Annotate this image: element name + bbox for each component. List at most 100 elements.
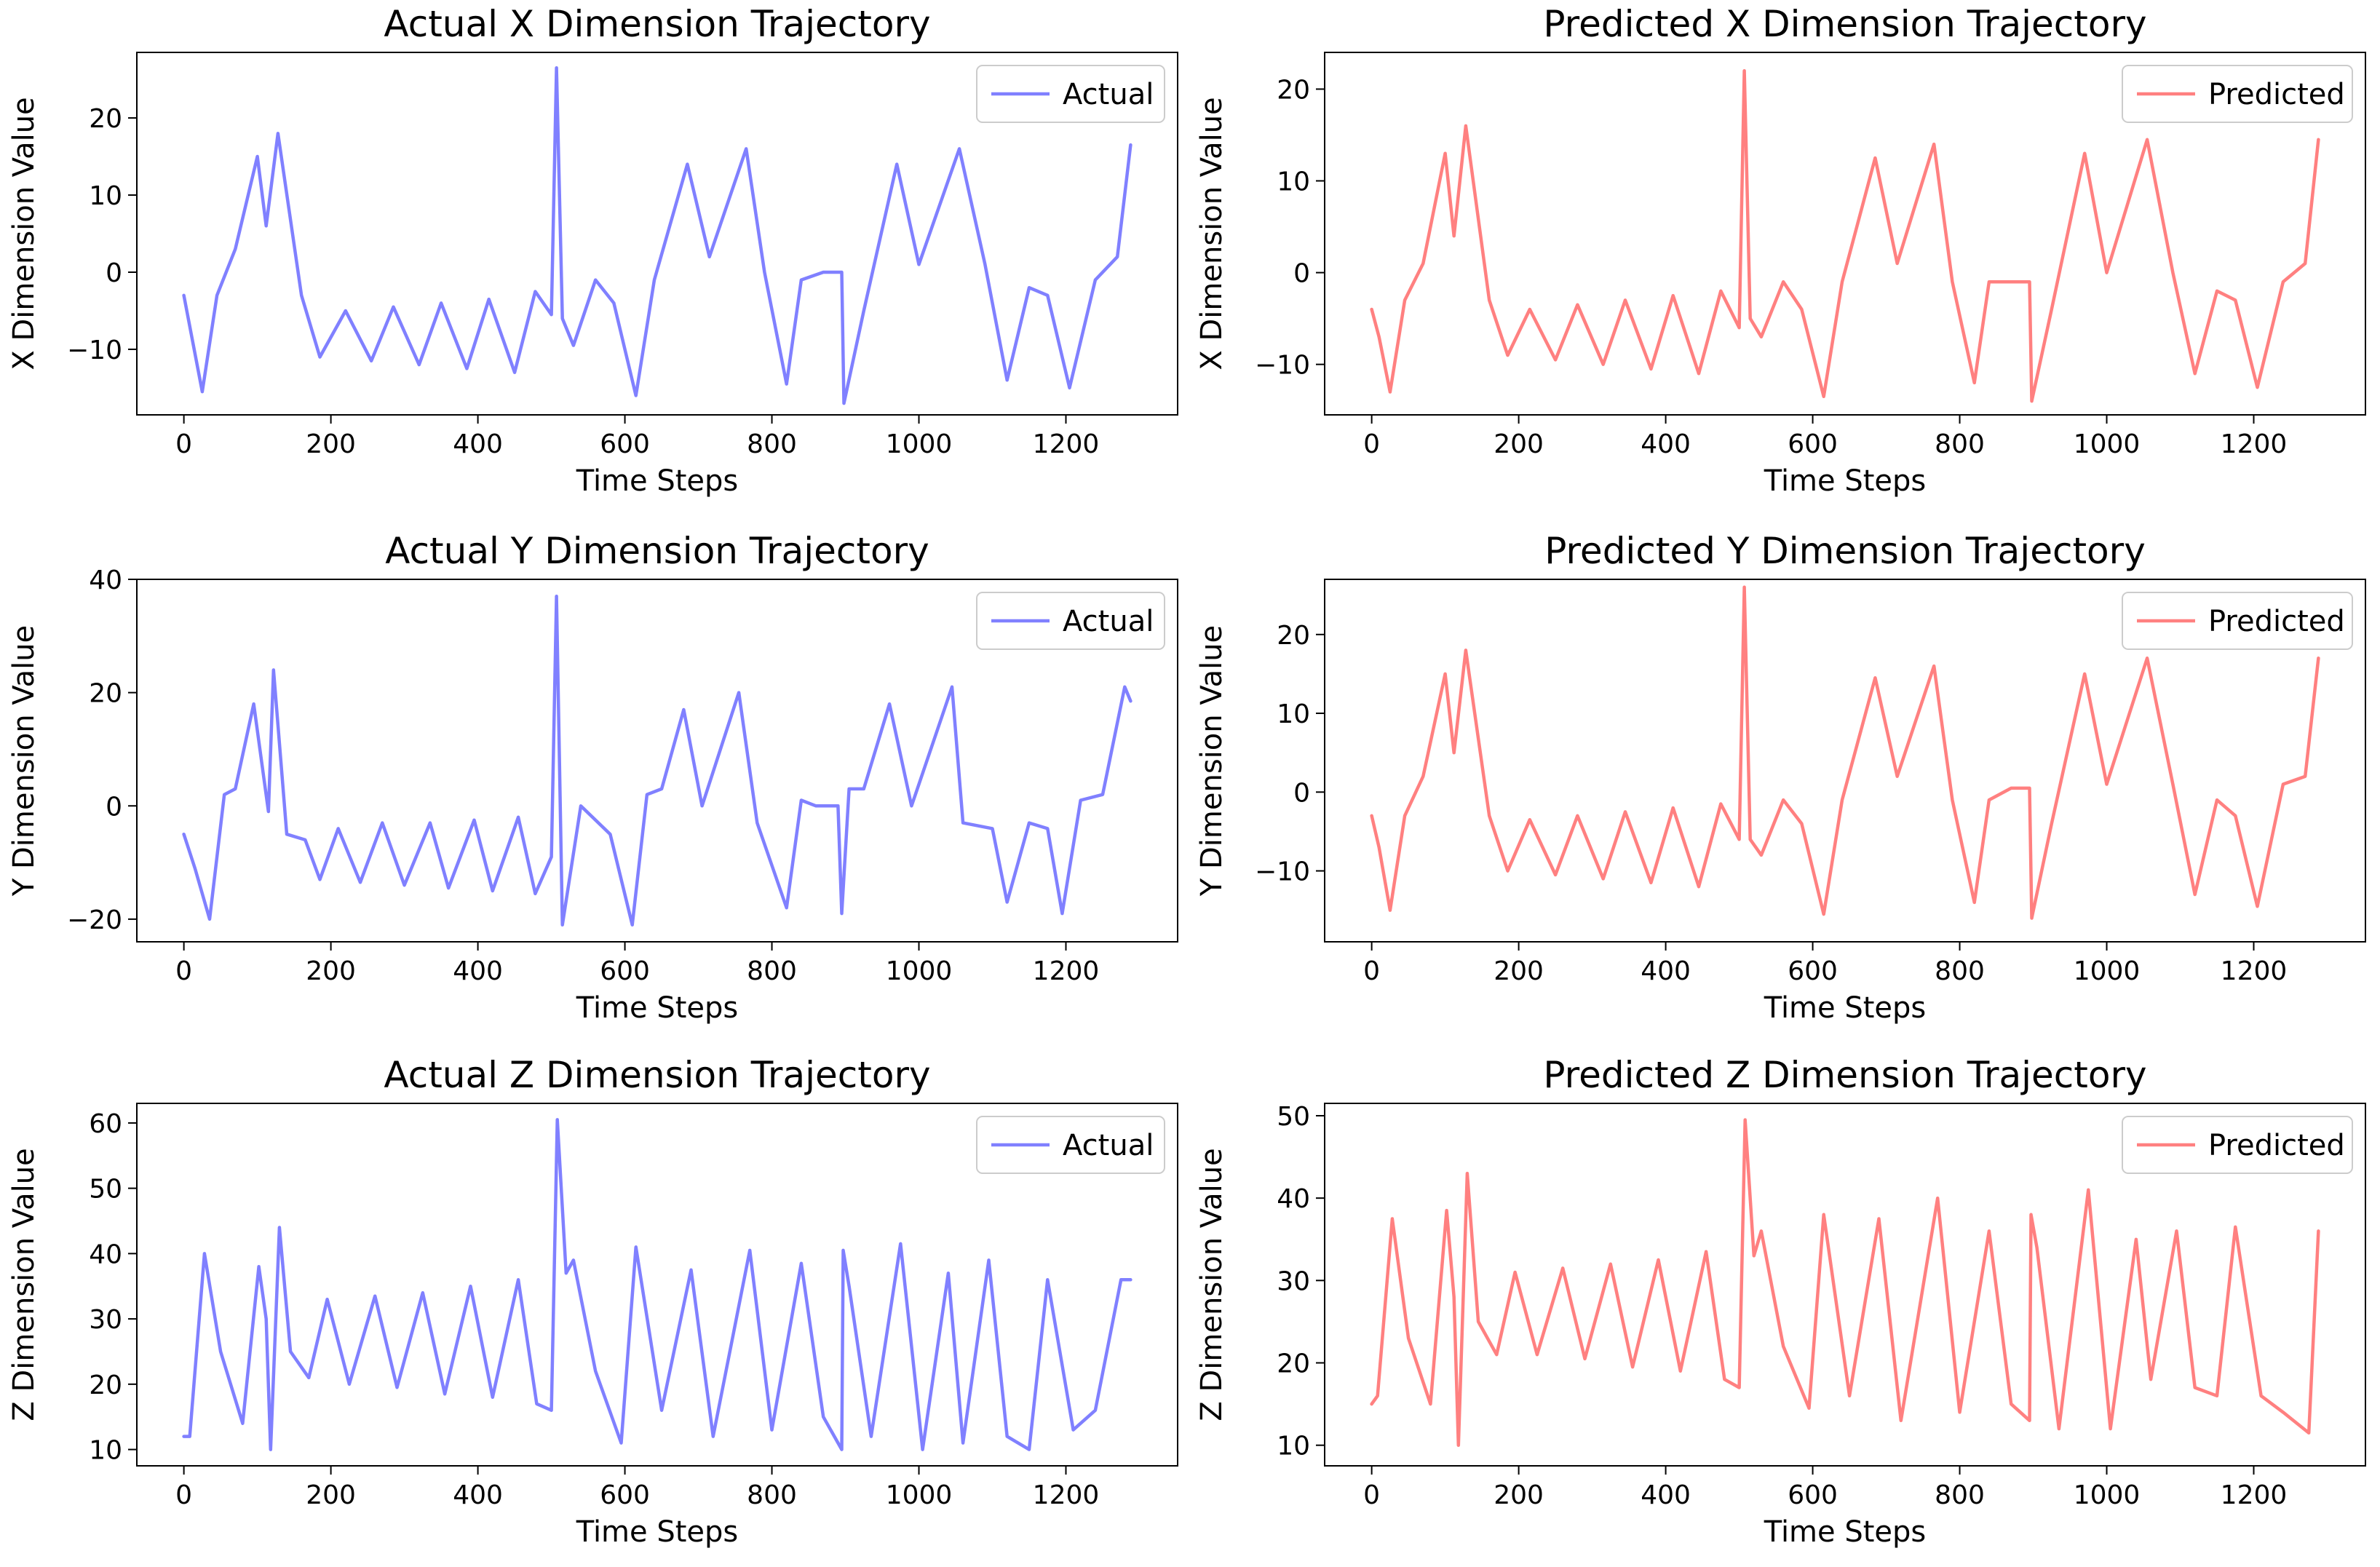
y-tick-label: 40 [89,1239,122,1269]
chart-predicted-y: Predicted Y Dimension Trajectory 0 200 400 6… [1195,530,2366,1025]
y-tick-label: −20 [67,905,122,935]
x-tick-label: 200 [306,1480,356,1510]
axes-frame [136,579,1178,943]
legend-box [976,65,1165,123]
legend-box [976,592,1165,650]
x-tick-label: 800 [747,956,797,986]
legend: Predicted [2122,592,2353,650]
x-tick-label: 400 [1641,429,1691,459]
chart-title: Actual X Dimension Trajectory [384,3,930,45]
x-axis-label: Time Steps [1764,1515,1927,1549]
x-tick-label: 200 [306,956,356,986]
x-axis-label: Time Steps [576,464,739,498]
y-tick-label: 30 [89,1305,122,1335]
x-tick-label: 800 [1935,956,1985,986]
x-tick-label: 1000 [2074,956,2141,986]
x-tick-label: 1200 [2221,429,2288,459]
series-line-actual [182,595,1133,927]
chart-predicted-x: Predicted X Dimension Trajectory 0 200 400 6… [1195,3,2366,498]
y-tick-label: −10 [67,336,122,365]
chart-actual-z: Actual Z Dimension Trajectory 0 200 400 600 8… [7,1054,1178,1549]
x-tick-label: 400 [453,956,503,986]
y-axis-label: Y Dimension Value [7,625,41,897]
y-tick-label: 50 [1277,1102,1310,1132]
legend: Actual [976,65,1165,123]
y-tick-label: −10 [1255,351,1310,381]
x-tick-label: 600 [600,956,650,986]
x-axis-label: Time Steps [576,1515,739,1549]
chart-title: Predicted Y Dimension Trajectory [1544,530,2146,572]
series-line-actual [182,1118,1133,1451]
x-tick-label: 600 [1788,429,1838,459]
series-line-actual [182,66,1133,405]
series-line-predicted [1370,1118,2320,1447]
x-tick-label: 0 [175,429,192,459]
chart-title: Actual Z Dimension Trajectory [384,1054,930,1096]
y-tick-label: 10 [1277,167,1310,197]
x-tick-label: 1200 [1033,956,1100,986]
chart-actual-y: Actual Y Dimension Trajectory 0 200 400 600 8… [7,530,1178,1025]
x-tick-label: 800 [1935,429,1985,459]
axes-frame [136,1103,1178,1467]
y-axis-label: Y Dimension Value [1195,625,1229,897]
x-tick-label: 1200 [1033,1480,1100,1510]
y-tick-label: 60 [89,1109,122,1139]
legend-label: Actual [1063,1129,1154,1162]
legend-box [976,1116,1165,1174]
chart-predicted-z: Predicted Z Dimension Trajectory 0 200 400 6… [1195,1054,2366,1549]
x-tick-label: 600 [600,1480,650,1510]
x-tick-label: 1200 [2221,1480,2288,1510]
x-tick-label: 200 [1494,956,1544,986]
y-tick-label: 50 [89,1175,122,1205]
legend-label: Predicted [2208,1129,2345,1162]
y-axis-label: X Dimension Value [1195,97,1229,370]
y-tick-label: 10 [89,1436,122,1466]
chart-title: Actual Y Dimension Trajectory [385,530,929,572]
x-tick-label: 1000 [886,1480,953,1510]
y-axis-label: Z Dimension Value [7,1148,41,1421]
y-tick-label: 20 [89,1370,122,1400]
x-tick-label: 1000 [2074,429,2141,459]
legend: Actual [976,1116,1165,1174]
x-tick-label: 200 [1494,1480,1544,1510]
x-tick-label: 600 [1788,956,1838,986]
y-tick-label: 10 [89,181,122,211]
y-tick-label: 40 [1277,1184,1310,1214]
x-tick-label: 400 [453,429,503,459]
x-tick-label: 1000 [886,429,953,459]
legend-box [2122,65,2353,123]
x-tick-label: 400 [1641,1480,1691,1510]
x-tick-label: 600 [1788,1480,1838,1510]
legend: Actual [976,592,1165,650]
axes-frame [1324,52,2366,416]
axes-frame [136,52,1178,416]
x-tick-label: 400 [1641,956,1691,986]
chart-title: Predicted Z Dimension Trajectory [1543,1054,2146,1096]
y-tick-label: 10 [1277,699,1310,729]
y-tick-label: 0 [106,792,122,822]
legend-label: Predicted [2208,78,2345,111]
legend-label: Actual [1063,78,1154,111]
axes-frame [1324,1103,2366,1467]
x-tick-label: 1000 [2074,1480,2141,1510]
y-tick-label: 0 [1293,778,1310,808]
chart-title: Predicted X Dimension Trajectory [1543,3,2146,45]
legend-box [2122,1116,2353,1174]
x-tick-label: 0 [175,956,192,986]
y-axis-label: X Dimension Value [7,97,41,370]
y-tick-label: 20 [1277,621,1310,651]
legend-label: Predicted [2208,605,2345,638]
x-tick-label: 400 [453,1480,503,1510]
x-tick-label: 0 [1363,1480,1380,1510]
x-axis-label: Time Steps [576,991,739,1025]
y-tick-label: 0 [1293,259,1310,289]
x-tick-label: 200 [306,429,356,459]
series-line-predicted [1370,68,2320,403]
x-tick-label: 800 [1935,1480,1985,1510]
legend-label: Actual [1063,605,1154,638]
x-tick-label: 1200 [2221,956,2288,986]
x-tick-label: 0 [175,1480,192,1510]
x-tick-label: 200 [1494,429,1544,459]
axes-frame [1324,579,2366,943]
